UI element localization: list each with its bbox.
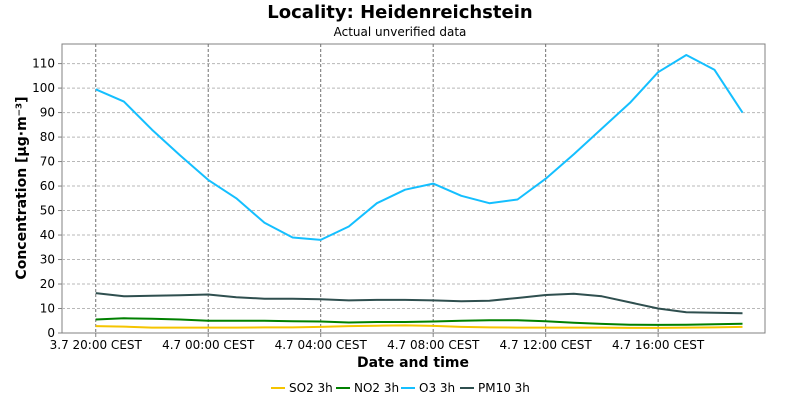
y-tick-label: 100 (32, 81, 55, 95)
x-tick-label: 3.7 20:00 CEST (50, 338, 143, 352)
y-tick-label: 0 (47, 326, 55, 340)
series-line-o3 (95, 54, 744, 241)
x-tick-label: 4.7 00:00 CEST (162, 338, 255, 352)
chart-subtitle: Actual unverified data (334, 25, 467, 39)
legend-label-no2: NO2 3h (354, 381, 399, 395)
legend-label-pm10: PM10 3h (478, 381, 530, 395)
legend-label-so2: SO2 3h (289, 381, 333, 395)
x-tick-label: 4.7 04:00 CEST (275, 338, 368, 352)
x-tick-label: 4.7 12:00 CEST (500, 338, 593, 352)
y-tick-label: 20 (40, 277, 55, 291)
series-lines (95, 54, 744, 329)
y-axis-label: Concentration [µg·m⁻³] (14, 96, 30, 279)
y-axis-ticks: 0 10 20 30 40 50 60 70 80 90 100 110 (32, 57, 62, 340)
series-line-no2 (95, 317, 743, 326)
y-tick-label: 80 (40, 130, 55, 144)
x-tick-label: 4.7 16:00 CEST (612, 338, 705, 352)
y-tick-label: 10 (40, 302, 55, 316)
y-tick-label: 90 (40, 106, 55, 120)
x-axis-ticks: 3.7 20:00 CEST 4.7 00:00 CEST 4.7 04:00 CE… (50, 333, 705, 352)
y-tick-label: 60 (40, 179, 55, 193)
grid (62, 44, 765, 333)
y-tick-label: 70 (40, 155, 55, 169)
series-line-so2 (95, 324, 743, 329)
chart-title: Locality: Heidenreichstein (267, 2, 532, 23)
y-tick-label: 110 (32, 57, 55, 71)
legend-label-o3: O3 3h (419, 381, 455, 395)
x-axis-label: Date and time (357, 355, 469, 371)
x-tick-label: 4.7 08:00 CEST (387, 338, 480, 352)
y-tick-label: 40 (40, 228, 55, 242)
y-tick-label: 50 (40, 204, 55, 218)
legend: SO2 3h NO2 3h O3 3h PM10 3h (271, 381, 530, 395)
y-tick-label: 30 (40, 253, 55, 267)
series-line-pm10 (95, 292, 743, 315)
